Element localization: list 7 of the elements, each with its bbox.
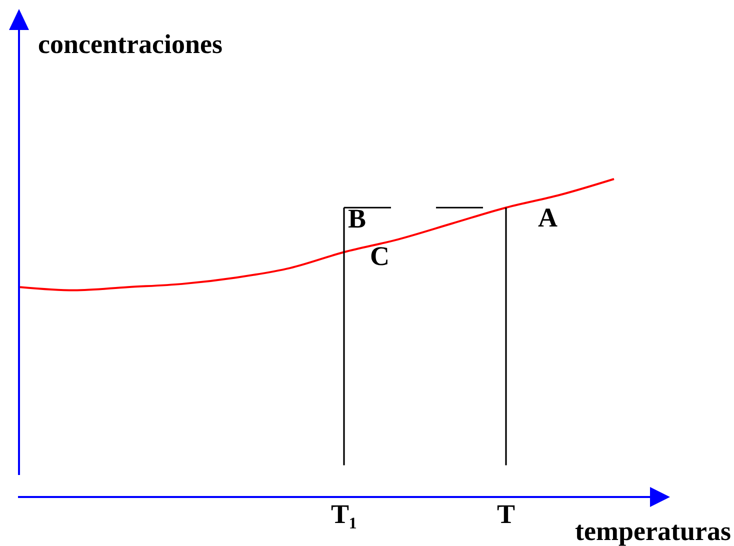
y-axis-title: concentraciones (38, 29, 222, 59)
x-tick-label: T (496, 499, 516, 530)
annotation: C (370, 241, 390, 272)
x-axis-title: temperaturas (575, 516, 731, 546)
annotation: A (538, 202, 558, 233)
x-tick-label: T₁ (330, 499, 358, 530)
annotation: B (348, 204, 366, 234)
